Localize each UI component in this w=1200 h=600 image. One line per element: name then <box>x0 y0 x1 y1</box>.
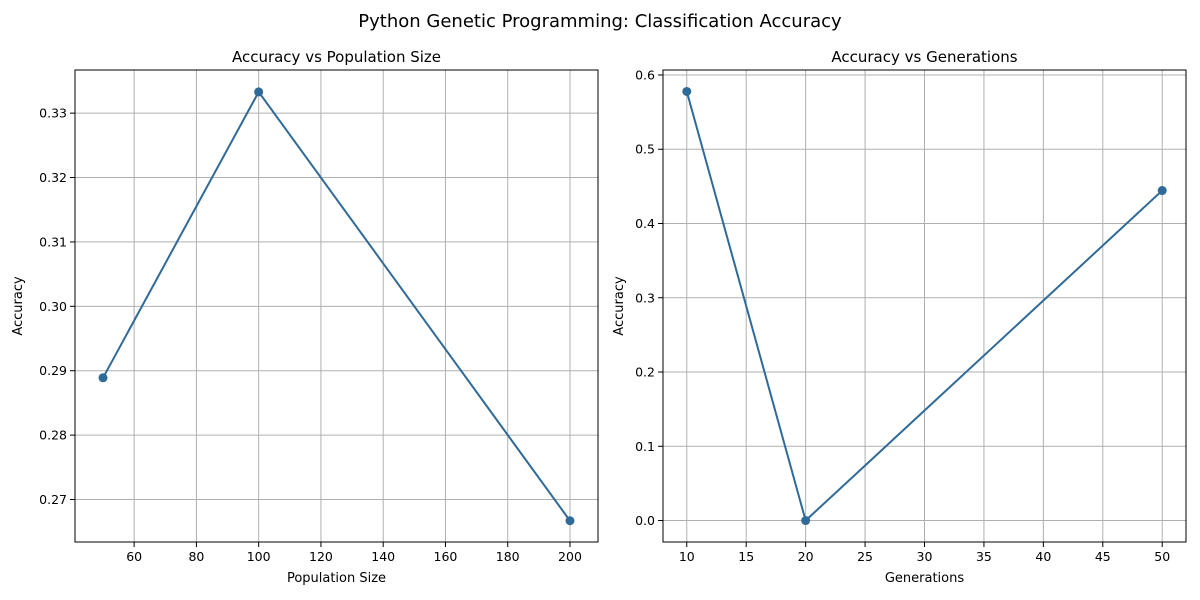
y-tick-label: 0.30 <box>39 299 67 314</box>
x-tick-label: 15 <box>738 549 754 564</box>
y-axis-label: Accuracy <box>612 276 627 336</box>
y-tick-label: 0.0 <box>635 513 655 528</box>
x-tick-label: 45 <box>1095 549 1111 564</box>
x-tick-label: 40 <box>1035 549 1051 564</box>
y-tick-label: 0.4 <box>635 216 655 231</box>
axes-frame <box>662 69 1187 543</box>
data-point <box>98 373 108 383</box>
x-tick-label: 30 <box>917 549 933 564</box>
y-tick-label: 0.6 <box>635 67 655 82</box>
x-tick-label: 20 <box>798 549 814 564</box>
x-tick-label: 35 <box>976 549 992 564</box>
figure-suptitle: Python Genetic Programming: Classificati… <box>358 11 842 32</box>
y-tick-label: 0.32 <box>39 170 67 185</box>
x-tick-label: 140 <box>371 549 395 564</box>
x-tick-label: 60 <box>126 549 142 564</box>
x-axis-label: Population Size <box>287 571 386 586</box>
y-tick-label: 0.3 <box>635 290 655 305</box>
chart-accuracy-vs-generations: 10 15 20 25 30 35 40 45 50 0.0 0.1 0.2 0.3 0.4 0.5 0.6 A… <box>612 48 1187 586</box>
y-tick-label: 0.5 <box>635 142 655 157</box>
y-tick-label: 0.33 <box>39 106 67 121</box>
axes-frame <box>74 69 599 543</box>
y-axis-label: Accuracy <box>11 276 26 336</box>
axes-title: Accuracy vs Population Size <box>232 48 441 66</box>
y-tick-label: 0.28 <box>39 428 67 443</box>
x-tick-label: 80 <box>188 549 204 564</box>
x-tick-label: 200 <box>558 549 582 564</box>
y-tick-label: 0.29 <box>39 363 67 378</box>
x-tick-label: 160 <box>434 549 458 564</box>
x-tick-label: 180 <box>496 549 520 564</box>
x-tick-label: 100 <box>247 549 271 564</box>
data-point <box>254 87 264 97</box>
data-point <box>682 86 692 96</box>
y-tick-label: 0.1 <box>635 439 655 454</box>
y-tick-label: 0.31 <box>39 234 67 249</box>
x-tick-label: 10 <box>679 549 695 564</box>
x-axis-label: Generations <box>885 571 965 586</box>
x-tick-label: 120 <box>309 549 333 564</box>
data-point <box>565 516 575 526</box>
y-tick-label: 0.27 <box>39 492 67 507</box>
chart-accuracy-vs-population: 60 80 100 120 140 160 180 200 0.27 0.28 0.29 0.30 0.… <box>11 48 599 586</box>
axes-title: Accuracy vs Generations <box>831 48 1017 66</box>
data-point <box>1157 186 1167 196</box>
y-tick-label: 0.2 <box>635 365 655 380</box>
x-tick-label: 50 <box>1154 549 1170 564</box>
data-point <box>801 516 811 526</box>
x-tick-label: 25 <box>857 549 873 564</box>
